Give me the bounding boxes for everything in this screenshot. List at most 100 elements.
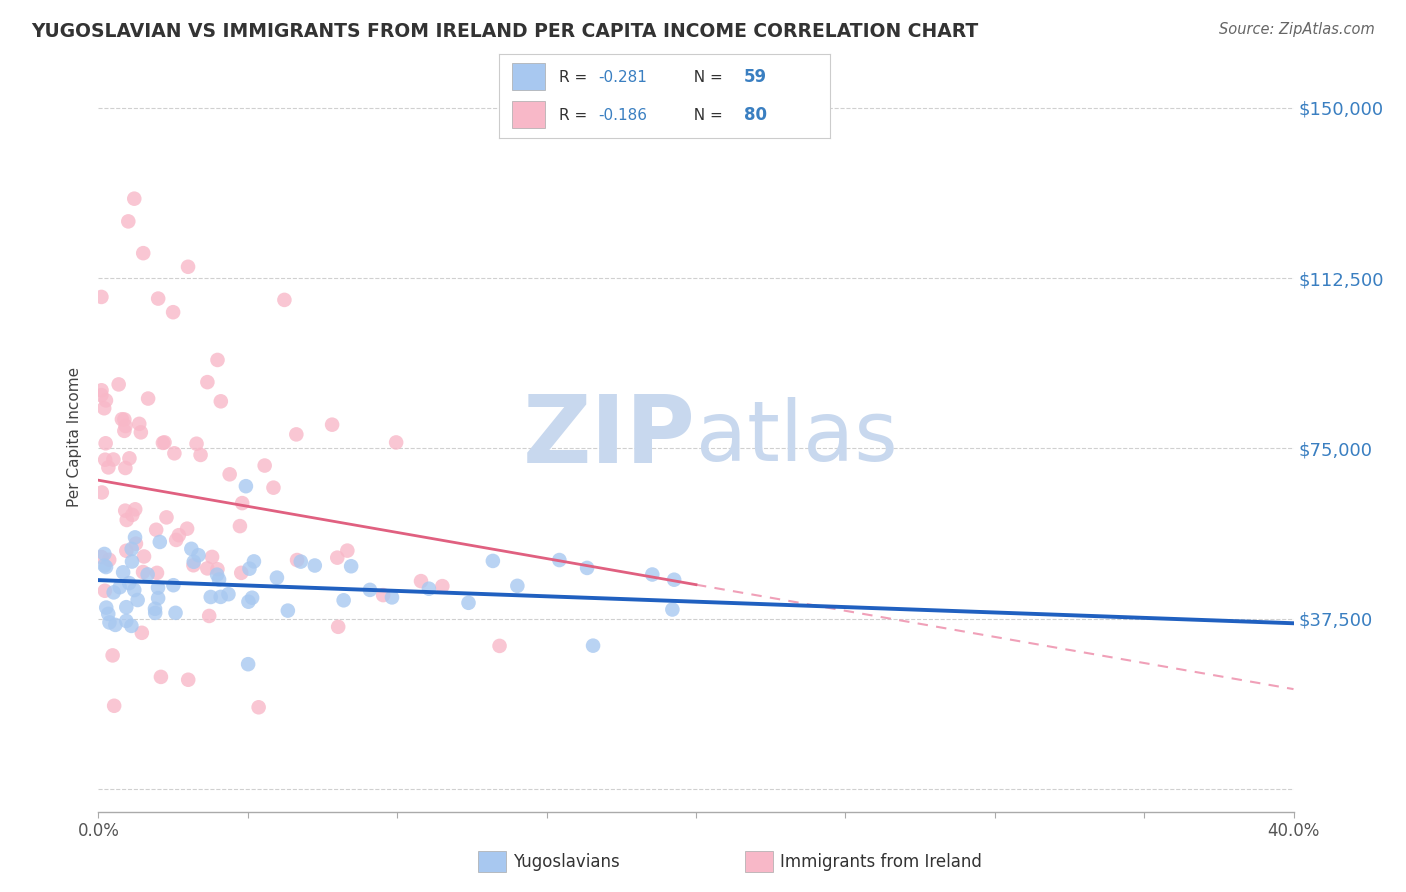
Point [107,377,129,392]
Point [240,591,263,605]
Point [121,555,143,569]
Point [165,533,187,547]
Point [129,425,152,440]
Point [262,481,284,495]
Point [371,588,394,602]
Point [385,435,408,450]
Point [111,412,134,426]
Point [103,698,125,713]
Point [90,384,112,398]
Point [290,555,312,569]
Point [332,593,354,607]
Text: atlas: atlas [696,397,897,477]
Point [381,591,404,605]
Text: N =: N = [685,108,728,123]
Point [162,578,184,592]
Point [128,417,150,431]
Point [201,549,224,564]
Point [488,639,510,653]
Text: R =: R = [558,108,592,123]
Point [146,581,169,595]
Point [112,566,135,580]
Point [149,535,172,549]
Point [336,543,359,558]
Point [582,639,605,653]
Point [243,554,266,568]
Text: 80: 80 [744,106,766,124]
Text: Immigrants from Ireland: Immigrants from Ireland [780,853,983,871]
Text: YUGOSLAVIAN VS IMMIGRANTS FROM IRELAND PER CAPITA INCOME CORRELATION CHART: YUGOSLAVIAN VS IMMIGRANTS FROM IRELAND P… [31,22,979,41]
Point [418,582,440,596]
Point [662,573,685,587]
Point [124,192,146,206]
Point [114,419,136,434]
Point [103,585,125,599]
Text: Source: ZipAtlas.com: Source: ZipAtlas.com [1219,22,1375,37]
Point [200,590,222,604]
Point [98,553,121,567]
Point [236,657,259,672]
Point [197,375,219,389]
Point [136,567,159,582]
Point [115,543,138,558]
Text: R =: R = [558,70,592,85]
Point [96,600,118,615]
Text: N =: N = [685,70,728,85]
Point [132,565,155,579]
Point [104,618,127,632]
Point [180,541,202,556]
Point [108,580,131,594]
Point [285,553,308,567]
Point [482,554,505,568]
Point [124,530,146,544]
Point [121,508,143,522]
Point [112,424,135,438]
Point [186,436,208,450]
Point [90,485,112,500]
Point [183,558,205,573]
Point [190,448,212,462]
Point [506,579,529,593]
Point [195,561,218,575]
Point [273,293,295,307]
Point [183,555,205,569]
Point [217,587,239,601]
Point [148,292,170,306]
Point [641,567,664,582]
Point [132,549,155,564]
Point [93,558,115,573]
Point [432,579,454,593]
Point [93,401,115,416]
Text: -0.186: -0.186 [599,108,647,123]
Point [326,550,349,565]
Point [409,574,432,588]
Point [205,567,228,582]
Point [176,522,198,536]
Text: -0.281: -0.281 [599,70,647,85]
Point [93,547,115,561]
Point [285,427,308,442]
Point [94,436,117,450]
Point [90,549,112,564]
Point [238,562,260,576]
Point [340,559,363,574]
Point [103,452,125,467]
Point [321,417,343,432]
Point [209,394,232,409]
FancyBboxPatch shape [512,101,546,128]
Point [177,260,200,274]
Point [235,479,257,493]
Point [304,558,326,573]
Point [457,596,479,610]
Point [94,393,117,408]
Point [146,591,169,606]
Point [207,562,229,576]
Point [165,606,187,620]
Point [90,290,112,304]
Point [253,458,276,473]
Point [127,593,149,607]
Point [112,412,135,426]
Point [132,246,155,260]
Point [163,446,186,460]
FancyBboxPatch shape [512,62,546,90]
